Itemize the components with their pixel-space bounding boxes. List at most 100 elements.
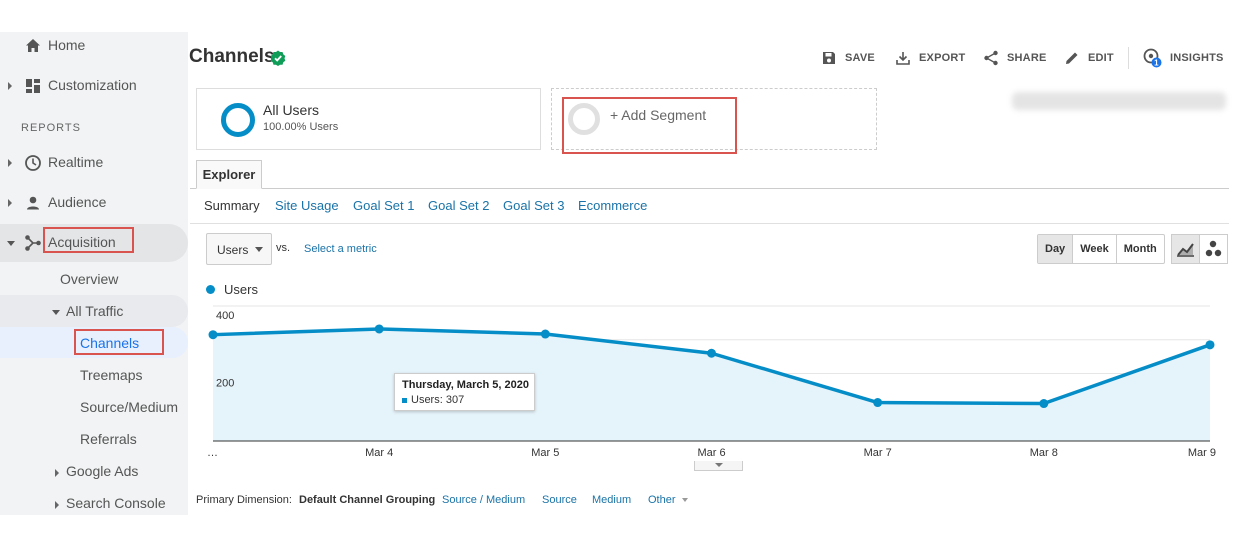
acquisition-red-box bbox=[43, 227, 134, 253]
dashboard-icon bbox=[26, 79, 40, 93]
export-button[interactable]: EXPORT bbox=[895, 48, 965, 68]
x-tick-label: Mar 6 bbox=[697, 447, 725, 459]
series-area-fill bbox=[213, 328, 1210, 441]
add-segment-red-box bbox=[562, 97, 737, 154]
save-button[interactable]: SAVE bbox=[821, 48, 875, 68]
insights-button[interactable]: 1 INSIGHTS bbox=[1142, 48, 1224, 68]
users-line-chart[interactable]: 400 200 … Mar 4 Mar 5 Mar 6 Mar 7 Mar 8 Mar 9 bbox=[190, 300, 1229, 468]
subtab-goal-set-3[interactable]: Goal Set 3 bbox=[503, 198, 565, 213]
data-point bbox=[1039, 399, 1049, 409]
x-tick-label: Mar 5 bbox=[531, 447, 559, 459]
subtab-summary[interactable]: Summary bbox=[204, 198, 260, 213]
period-week-button[interactable]: Week bbox=[1073, 235, 1117, 263]
chart-collapse-handle[interactable] bbox=[694, 461, 743, 471]
metric-select-value: Users bbox=[217, 243, 249, 257]
nav-acquisition[interactable]: Acquisition bbox=[0, 228, 188, 258]
nav-customization[interactable]: Customization bbox=[0, 71, 188, 101]
chevron-down-icon bbox=[255, 247, 263, 252]
metric-select[interactable]: Users bbox=[206, 233, 272, 265]
line-chart-view-button[interactable] bbox=[1171, 234, 1200, 264]
nav-channels[interactable]: Channels bbox=[80, 335, 140, 351]
subtab-site-usage[interactable]: Site Usage bbox=[275, 198, 339, 213]
x-tick-label: Mar 9 bbox=[1188, 447, 1216, 459]
y-tick-label: 400 bbox=[216, 310, 234, 322]
tooltip-row: Users: 307 bbox=[402, 394, 464, 406]
toolbar-divider bbox=[1128, 47, 1129, 69]
verified-check-icon bbox=[270, 50, 286, 66]
nav-source-medium[interactable]: Source/Medium bbox=[80, 399, 179, 415]
tab-underline bbox=[190, 188, 1229, 189]
export-icon bbox=[896, 52, 910, 65]
date-range-picker[interactable] bbox=[1012, 92, 1226, 110]
nav-search-console-label: Search Console bbox=[66, 495, 166, 511]
subtab-goal-set-1[interactable]: Goal Set 1 bbox=[353, 198, 415, 213]
x-tick-label: Mar 7 bbox=[864, 447, 892, 459]
clock-icon bbox=[25, 155, 41, 171]
period-day-button[interactable]: Day bbox=[1038, 235, 1074, 263]
data-point bbox=[873, 398, 883, 408]
dimension-default-channel-grouping[interactable]: Default Channel Grouping bbox=[299, 494, 436, 506]
channels-red-box bbox=[74, 329, 164, 355]
nav-treemaps[interactable]: Treemaps bbox=[80, 367, 143, 383]
tooltip-title: Thursday, March 5, 2020 bbox=[402, 379, 529, 391]
nav-google-ads[interactable]: Google Ads bbox=[55, 463, 139, 479]
nav-audience[interactable]: Audience bbox=[0, 188, 188, 218]
x-tick-label: Mar 8 bbox=[1030, 447, 1058, 459]
save-icon bbox=[823, 52, 835, 64]
tab-explorer[interactable]: Explorer bbox=[196, 160, 262, 189]
segment-ring-icon bbox=[221, 103, 255, 137]
tooltip-value: Users: 307 bbox=[411, 394, 465, 406]
nav-realtime[interactable]: Realtime bbox=[0, 148, 188, 178]
nav-google-ads-label: Google Ads bbox=[66, 463, 139, 479]
y-tick-label: 200 bbox=[216, 378, 234, 390]
nav-overview[interactable]: Overview bbox=[60, 271, 119, 287]
empty-segment-ring-icon bbox=[568, 103, 600, 135]
share-label: SHARE bbox=[1007, 52, 1047, 64]
person-icon bbox=[27, 196, 39, 210]
add-segment-button[interactable]: + Add Segment bbox=[610, 107, 707, 123]
nav-home-label: Home bbox=[48, 37, 86, 53]
nav-realtime-label: Realtime bbox=[48, 154, 104, 170]
subtab-goal-set-2[interactable]: Goal Set 2 bbox=[428, 198, 490, 213]
home-icon bbox=[26, 39, 40, 52]
collapse-icon bbox=[52, 310, 60, 315]
segment-name: All Users bbox=[263, 102, 320, 118]
dimension-source[interactable]: Source bbox=[542, 494, 577, 506]
nav-referrals[interactable]: Referrals bbox=[80, 431, 137, 447]
dimension-other-label: Other bbox=[648, 494, 676, 506]
channels-highlight bbox=[0, 327, 188, 358]
nav-all-traffic[interactable]: All Traffic bbox=[52, 303, 124, 319]
acquisition-icon bbox=[25, 235, 41, 251]
vs-label: vs. bbox=[276, 242, 291, 254]
dimension-medium[interactable]: Medium bbox=[592, 494, 632, 506]
data-point bbox=[707, 348, 716, 358]
insights-label: INSIGHTS bbox=[1170, 52, 1224, 64]
expand-icon bbox=[55, 501, 59, 509]
dimension-source-medium[interactable]: Source / Medium bbox=[442, 494, 526, 506]
share-button[interactable]: SHARE bbox=[983, 48, 1047, 68]
share-icon bbox=[984, 50, 998, 66]
select-metric-link[interactable]: Select a metric bbox=[304, 243, 377, 255]
period-month-button[interactable]: Month bbox=[1123, 243, 1157, 255]
dimension-other-dropdown[interactable]: Other bbox=[648, 494, 688, 506]
primary-dimension-label: Primary Dimension: bbox=[196, 494, 292, 506]
save-label: SAVE bbox=[845, 52, 875, 64]
nav-search-console[interactable]: Search Console bbox=[55, 495, 166, 511]
export-label: EXPORT bbox=[919, 52, 966, 64]
motion-chart-view-button[interactable] bbox=[1199, 234, 1228, 264]
edit-label: EDIT bbox=[1088, 52, 1114, 64]
nav-all-traffic-label: All Traffic bbox=[66, 303, 124, 319]
chart-tooltip: Thursday, March 5, 2020 Users: 307 bbox=[394, 373, 535, 411]
expand-icon bbox=[55, 469, 59, 477]
nav-home[interactable]: Home bbox=[0, 31, 188, 61]
segment-all-users[interactable]: All Users 100.00% Users bbox=[196, 88, 541, 150]
expand-icon bbox=[8, 199, 12, 207]
legend-series-dot bbox=[206, 285, 215, 294]
subtab-ecommerce[interactable]: Ecommerce bbox=[578, 198, 648, 213]
subtab-divider bbox=[190, 223, 1229, 224]
chevron-down-icon bbox=[681, 498, 688, 503]
x-tick-label: … bbox=[207, 447, 218, 459]
nav-acquisition-label: Acquisition bbox=[48, 234, 116, 250]
segment-percentage: 100.00% Users bbox=[263, 121, 339, 133]
edit-button[interactable]: EDIT bbox=[1064, 48, 1114, 68]
